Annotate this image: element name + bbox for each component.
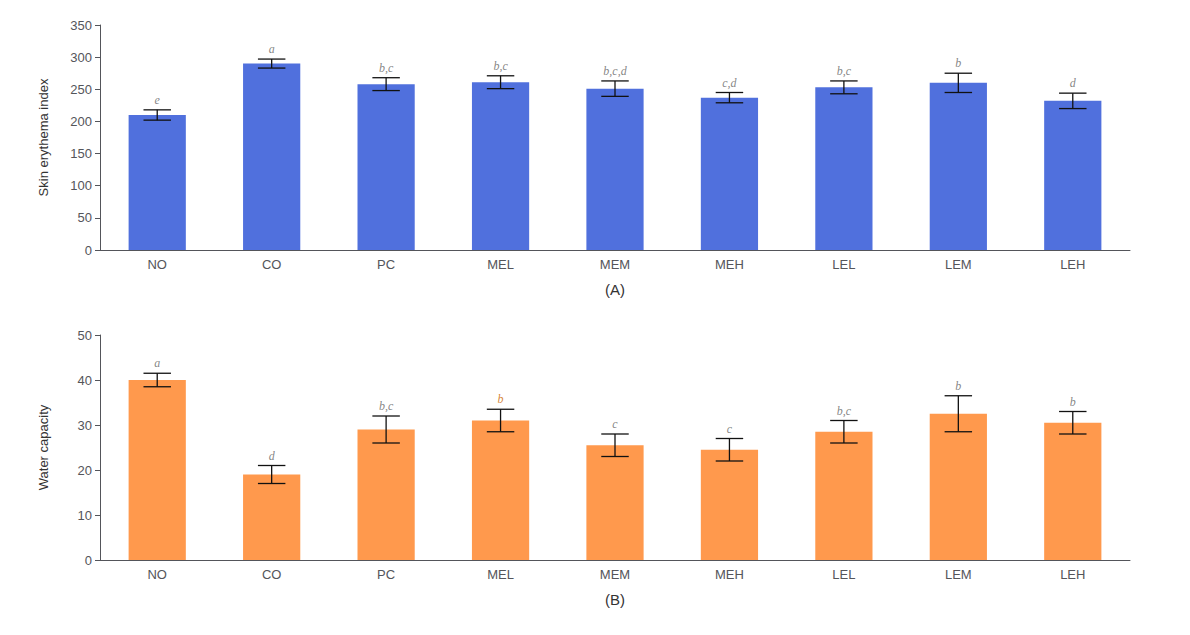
svg-text:200: 200: [70, 114, 92, 129]
svg-text:NO: NO: [147, 257, 167, 272]
svg-text:e: e: [155, 93, 161, 107]
svg-text:NO: NO: [147, 567, 167, 582]
svg-text:100: 100: [70, 178, 92, 193]
svg-text:MEH: MEH: [715, 567, 744, 582]
svg-text:LEH: LEH: [1060, 257, 1085, 272]
svg-text:30: 30: [78, 418, 92, 433]
svg-text:LEM: LEM: [945, 257, 972, 272]
svg-text:150: 150: [70, 146, 92, 161]
svg-text:50: 50: [78, 328, 92, 343]
svg-text:LEM: LEM: [945, 567, 972, 582]
svg-text:b,c: b,c: [379, 399, 394, 413]
svg-text:0: 0: [85, 243, 92, 258]
svg-text:(A): (A): [605, 281, 625, 298]
svg-text:MEM: MEM: [600, 567, 630, 582]
svg-text:b,c: b,c: [493, 59, 508, 73]
svg-text:CO: CO: [262, 567, 282, 582]
svg-text:10: 10: [78, 508, 92, 523]
svg-text:b,c,d: b,c,d: [603, 64, 627, 78]
svg-text:300: 300: [70, 50, 92, 65]
svg-text:a: a: [154, 356, 160, 370]
svg-text:b,c: b,c: [837, 64, 852, 78]
svg-text:b: b: [955, 56, 961, 70]
svg-text:d: d: [269, 449, 276, 463]
svg-text:(B): (B): [605, 591, 625, 608]
svg-text:b,c: b,c: [837, 404, 852, 418]
svg-text:MEL: MEL: [487, 567, 514, 582]
svg-text:Skin erythema index: Skin erythema index: [36, 78, 51, 196]
svg-text:LEL: LEL: [832, 567, 855, 582]
svg-text:b,c: b,c: [379, 61, 394, 75]
svg-text:PC: PC: [377, 257, 395, 272]
svg-text:50: 50: [78, 210, 92, 225]
svg-text:d: d: [1070, 76, 1077, 90]
svg-text:Water capacity: Water capacity: [36, 404, 51, 490]
svg-text:MEM: MEM: [600, 257, 630, 272]
svg-text:c: c: [727, 422, 733, 436]
svg-text:b: b: [1070, 395, 1076, 409]
svg-text:LEH: LEH: [1060, 567, 1085, 582]
svg-text:CO: CO: [262, 257, 282, 272]
svg-text:250: 250: [70, 82, 92, 97]
svg-text:40: 40: [78, 373, 92, 388]
svg-text:350: 350: [70, 18, 92, 33]
svg-text:b: b: [955, 379, 961, 393]
svg-text:0: 0: [85, 553, 92, 568]
svg-text:a: a: [269, 42, 275, 56]
svg-text:c,d: c,d: [722, 76, 737, 90]
svg-text:MEH: MEH: [715, 257, 744, 272]
svg-text:c: c: [612, 417, 618, 431]
svg-text:MEL: MEL: [487, 257, 514, 272]
svg-text:b: b: [498, 392, 504, 406]
svg-text:PC: PC: [377, 567, 395, 582]
svg-text:20: 20: [78, 463, 92, 478]
svg-text:LEL: LEL: [832, 257, 855, 272]
